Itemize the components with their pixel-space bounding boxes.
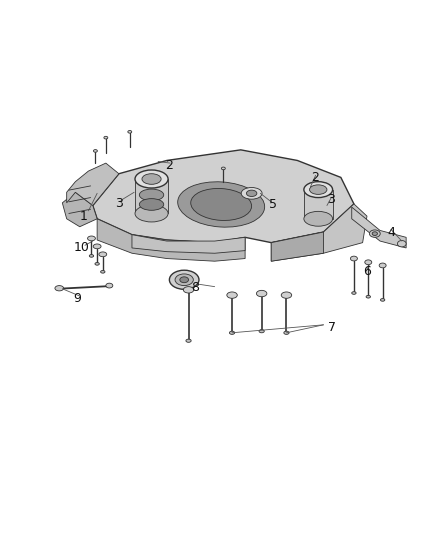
Polygon shape bbox=[97, 219, 245, 261]
Ellipse shape bbox=[284, 331, 289, 334]
Text: 9: 9 bbox=[74, 292, 81, 305]
Ellipse shape bbox=[304, 212, 332, 226]
Ellipse shape bbox=[381, 298, 385, 301]
Ellipse shape bbox=[139, 199, 164, 211]
Ellipse shape bbox=[379, 263, 386, 268]
Ellipse shape bbox=[99, 252, 107, 257]
Ellipse shape bbox=[310, 185, 327, 195]
Ellipse shape bbox=[88, 236, 95, 241]
Ellipse shape bbox=[101, 270, 105, 273]
Text: 5: 5 bbox=[269, 198, 277, 211]
Ellipse shape bbox=[128, 131, 132, 133]
Polygon shape bbox=[271, 204, 367, 261]
Polygon shape bbox=[352, 207, 406, 248]
Ellipse shape bbox=[180, 277, 188, 282]
Polygon shape bbox=[62, 192, 97, 227]
Ellipse shape bbox=[93, 150, 97, 152]
Ellipse shape bbox=[256, 290, 267, 297]
Text: 1: 1 bbox=[80, 209, 88, 223]
Ellipse shape bbox=[259, 329, 264, 333]
Text: 7: 7 bbox=[328, 321, 336, 334]
Ellipse shape bbox=[230, 331, 235, 334]
Ellipse shape bbox=[227, 292, 237, 298]
Ellipse shape bbox=[186, 339, 191, 342]
Ellipse shape bbox=[142, 174, 161, 184]
Ellipse shape bbox=[241, 188, 262, 199]
Ellipse shape bbox=[352, 292, 356, 294]
Ellipse shape bbox=[397, 240, 406, 247]
Polygon shape bbox=[271, 232, 323, 261]
Ellipse shape bbox=[304, 182, 332, 198]
Ellipse shape bbox=[350, 256, 357, 261]
Text: 4: 4 bbox=[387, 225, 395, 239]
Ellipse shape bbox=[372, 232, 378, 236]
Text: 10: 10 bbox=[74, 241, 90, 254]
Text: 3: 3 bbox=[115, 197, 123, 211]
Ellipse shape bbox=[366, 295, 371, 298]
Ellipse shape bbox=[175, 274, 193, 286]
Ellipse shape bbox=[281, 292, 292, 298]
Text: 2: 2 bbox=[311, 171, 319, 184]
Text: 2: 2 bbox=[165, 159, 173, 172]
Polygon shape bbox=[67, 163, 119, 206]
Text: 8: 8 bbox=[191, 281, 199, 294]
Polygon shape bbox=[304, 190, 332, 219]
Ellipse shape bbox=[104, 136, 108, 139]
Polygon shape bbox=[135, 179, 168, 214]
Ellipse shape bbox=[106, 283, 113, 288]
Ellipse shape bbox=[95, 263, 99, 265]
Ellipse shape bbox=[184, 287, 194, 293]
Ellipse shape bbox=[247, 190, 257, 197]
Ellipse shape bbox=[221, 167, 225, 169]
Ellipse shape bbox=[170, 270, 199, 289]
Ellipse shape bbox=[55, 286, 64, 291]
Polygon shape bbox=[132, 235, 245, 253]
Text: 3: 3 bbox=[327, 193, 335, 206]
Ellipse shape bbox=[135, 205, 168, 222]
Ellipse shape bbox=[89, 255, 94, 257]
Ellipse shape bbox=[191, 189, 251, 221]
Ellipse shape bbox=[139, 189, 164, 201]
Ellipse shape bbox=[93, 244, 101, 249]
Ellipse shape bbox=[369, 230, 380, 237]
Text: 6: 6 bbox=[363, 265, 371, 278]
Ellipse shape bbox=[178, 182, 265, 227]
Ellipse shape bbox=[365, 260, 372, 265]
Polygon shape bbox=[93, 150, 354, 243]
Ellipse shape bbox=[135, 170, 168, 188]
